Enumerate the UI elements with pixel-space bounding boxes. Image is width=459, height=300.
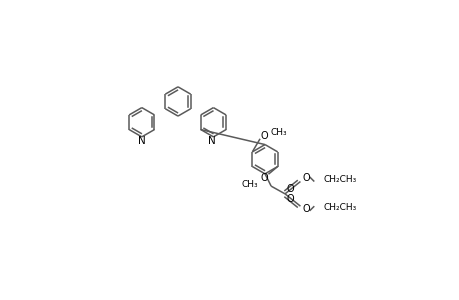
Text: N: N [207,136,215,146]
Text: CH₃: CH₃ [241,181,257,190]
Text: O: O [260,173,268,183]
Text: O: O [285,184,293,194]
Text: CH₃: CH₃ [270,128,287,137]
Text: O: O [302,173,309,184]
Text: O: O [302,204,309,214]
Text: O: O [259,131,267,141]
Text: CH₂CH₃: CH₂CH₃ [323,203,356,212]
Text: CH₂CH₃: CH₂CH₃ [323,176,356,184]
Text: O: O [285,194,293,204]
Text: N: N [138,136,146,146]
